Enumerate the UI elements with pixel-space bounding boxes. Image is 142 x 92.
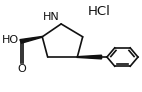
Text: HO: HO	[2, 36, 19, 45]
Polygon shape	[20, 36, 42, 43]
Polygon shape	[77, 55, 102, 59]
Text: HCl: HCl	[87, 5, 110, 18]
Text: O: O	[17, 64, 26, 74]
Text: HN: HN	[43, 12, 60, 22]
